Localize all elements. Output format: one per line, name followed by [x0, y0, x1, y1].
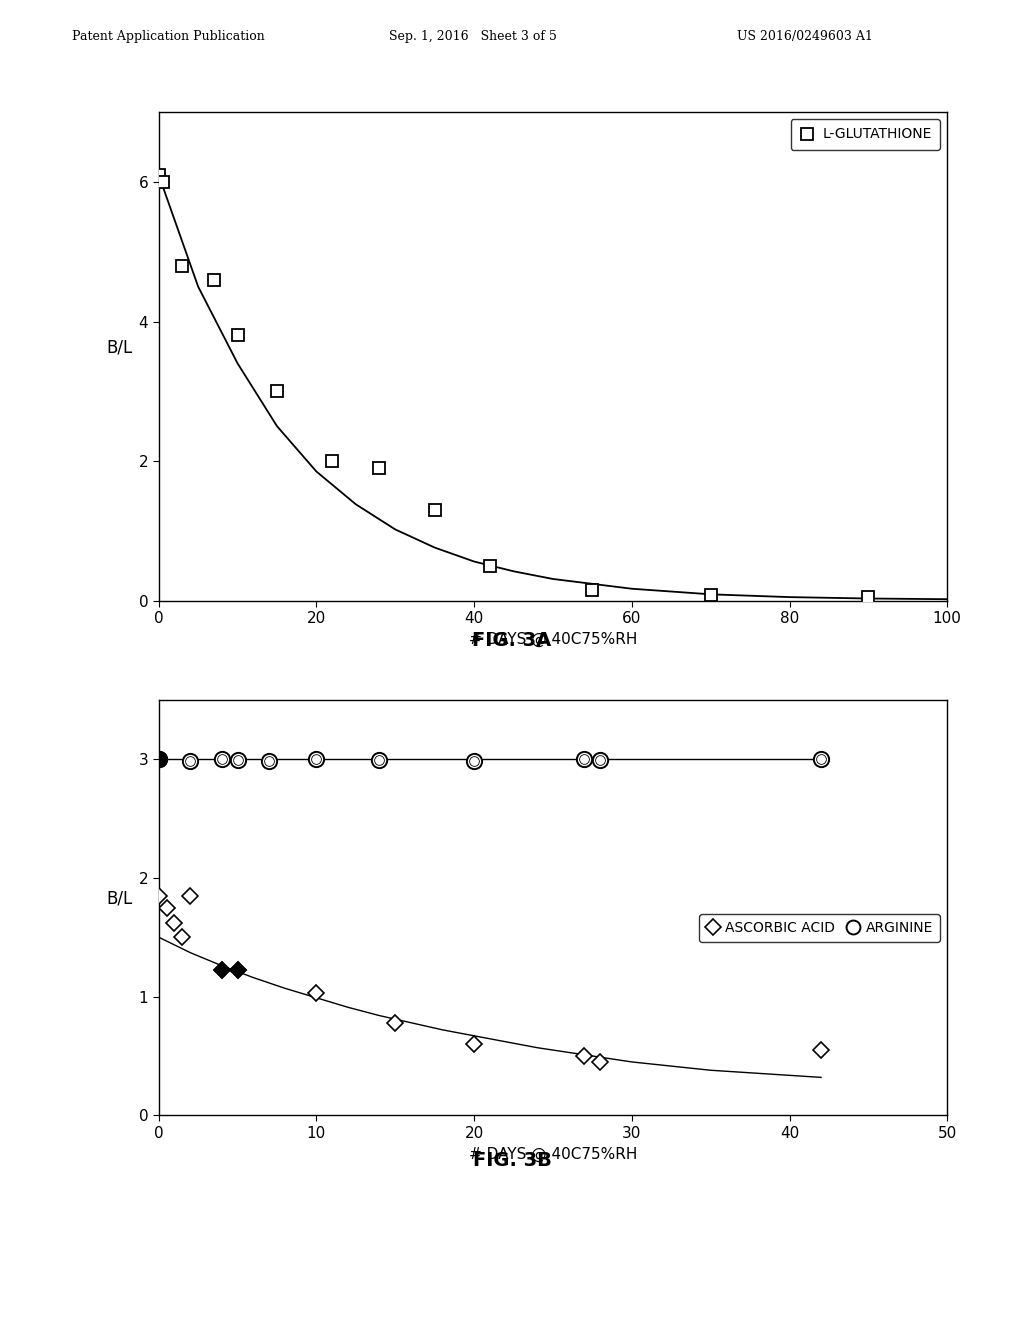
Y-axis label: B/L: B/L [105, 890, 132, 908]
X-axis label: # DAYS @ 40C75%RH: # DAYS @ 40C75%RH [469, 1146, 637, 1162]
X-axis label: # DAYS @ 40C75%RH: # DAYS @ 40C75%RH [469, 631, 637, 647]
Text: Sep. 1, 2016   Sheet 3 of 5: Sep. 1, 2016 Sheet 3 of 5 [389, 30, 557, 44]
Legend: L-GLUTATHIONE: L-GLUTATHIONE [791, 119, 940, 149]
Text: FIG. 3B: FIG. 3B [472, 1151, 552, 1170]
Text: Patent Application Publication: Patent Application Publication [72, 30, 264, 44]
Text: US 2016/0249603 A1: US 2016/0249603 A1 [737, 30, 873, 44]
Text: FIG. 3A: FIG. 3A [472, 631, 552, 649]
Legend: ASCORBIC ACID, ARGININE: ASCORBIC ACID, ARGININE [699, 915, 940, 942]
Y-axis label: B/L: B/L [105, 338, 132, 356]
